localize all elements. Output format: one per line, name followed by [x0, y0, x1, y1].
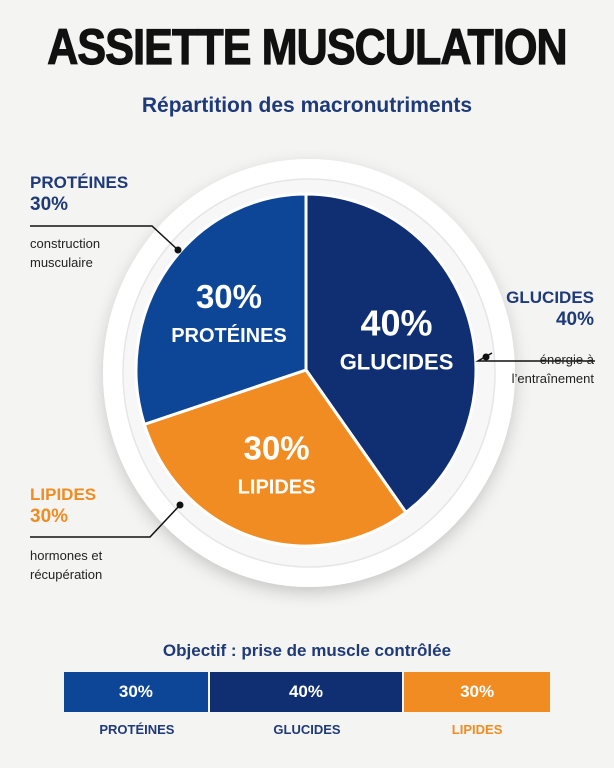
callout-dot-glucides — [482, 353, 490, 361]
callout-proteines-pct: 30% — [30, 194, 69, 215]
callout-glucides-name: GLUCIDES — [506, 288, 594, 307]
callout-proteines-desc: construction musculaire — [30, 234, 128, 272]
callout-lipides-desc-line1: hormones et — [30, 548, 103, 563]
summary-bar-label-proteines: PROTÉINES — [99, 722, 175, 737]
pie-value-label-glucides: 40% — [361, 303, 433, 344]
callout-lipides: LIPIDES 30% hormones et récupération — [30, 484, 102, 584]
summary-bar-segment-glucides: 40% — [209, 672, 403, 712]
pie-category-label-glucides: GLUCIDES — [340, 350, 454, 375]
summary-bar-segment-proteines: 30% — [64, 672, 208, 712]
callout-glucides-desc-line2: l’entraînement — [511, 371, 594, 386]
callout-dot-lipides — [176, 501, 184, 509]
pie-slice-proteines — [134, 192, 308, 427]
callout-proteines-desc-line1: construction — [30, 236, 101, 251]
callout-dot-proteines — [174, 246, 182, 254]
summary-bar-label-glucides: GLUCIDES — [273, 722, 341, 737]
callout-glucides-pct: 40% — [555, 309, 594, 330]
callout-line-proteines — [30, 225, 179, 251]
callout-proteines-name: PROTÉINES — [30, 173, 129, 192]
callout-lipides-desc-line2: récupération — [30, 567, 103, 582]
callout-glucides-desc: énergie à l’entraînement — [506, 350, 594, 388]
page-title: ASSIETTE MUSCULATION — [47, 18, 568, 75]
callout-proteines: PROTÉINES 30% construction musculaire — [30, 172, 128, 272]
callout-lipides-desc: hormones et récupération — [30, 546, 102, 584]
summary-bar-segment-lipides: 30% — [404, 672, 550, 712]
pie-value-label-proteines: 30% — [196, 278, 262, 315]
callout-proteines-desc-line2: musculaire — [30, 255, 93, 270]
pie-slice-lipides — [142, 368, 408, 548]
pie-chart: 40% GLUCIDES 30% LIPIDES 30% PROTÉINES — [30, 159, 595, 587]
callout-glucides: GLUCIDES 40% énergie à l’entraînement — [506, 287, 594, 388]
page-subtitle: Répartition des macronutriments — [141, 94, 473, 117]
callout-line-lipides — [30, 504, 181, 538]
callout-glucides-desc-line1: énergie à — [539, 352, 594, 367]
pie-value-label-lipides: 30% — [244, 430, 310, 467]
callout-lipides-name: LIPIDES — [30, 485, 97, 504]
objective-heading: Objectif : prise de muscle contrôlée — [162, 641, 452, 660]
pie-slice-glucides — [304, 192, 478, 515]
callout-lipides-pct: 30% — [30, 506, 69, 527]
pie-category-label-proteines: PROTÉINES — [171, 324, 287, 347]
summary-bar-label-lipides: LIPIDES — [451, 722, 503, 737]
pie-category-label-lipides: LIPIDES — [238, 477, 316, 499]
